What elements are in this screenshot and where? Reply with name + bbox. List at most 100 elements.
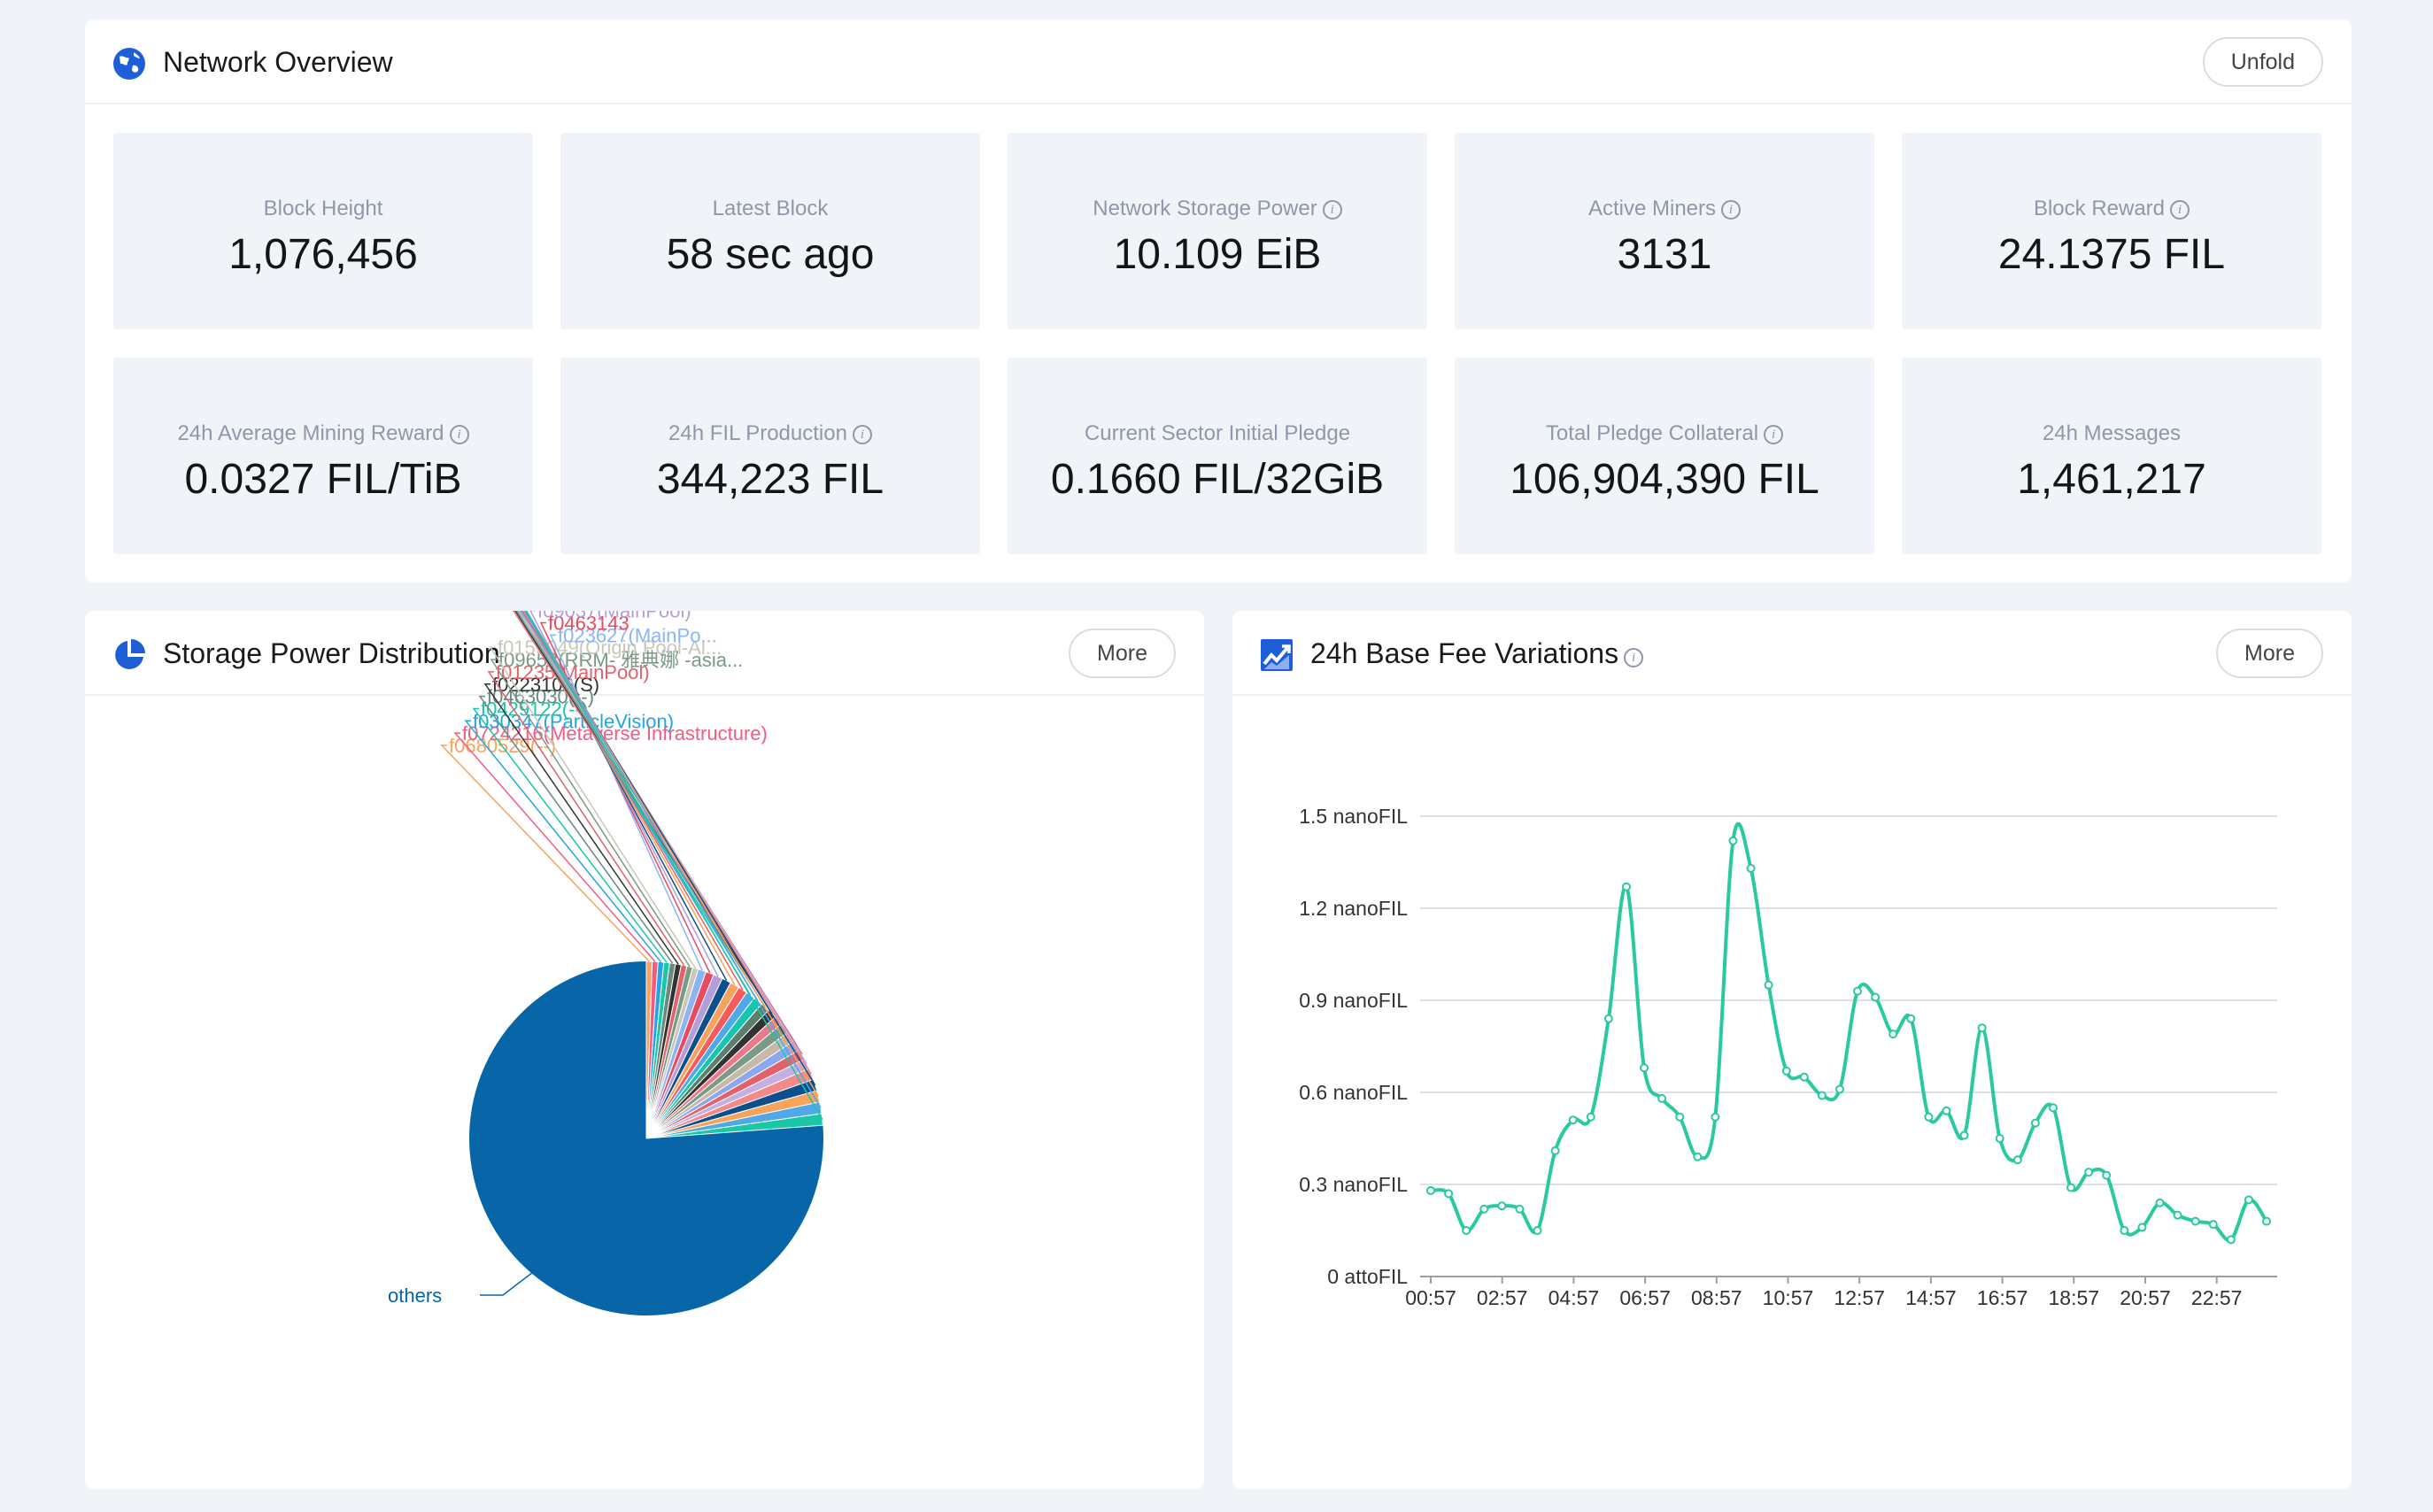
data-point[interactable] [1497,1201,1507,1211]
data-point[interactable] [1817,1091,1827,1100]
data-point[interactable] [1515,1204,1525,1214]
data-point[interactable] [1533,1226,1542,1235]
data-point[interactable] [2030,1118,2040,1128]
data-point[interactable] [1888,1030,1898,1039]
storage-distribution-card: Storage Power Distribution More f0680529… [85,611,1204,1489]
data-point[interactable] [1924,1112,1934,1122]
data-point[interactable] [2226,1235,2236,1245]
stat-value: 10.109 EiB [1113,231,1322,278]
pie-label-line [549,634,703,971]
x-tick-label: 06:57 [1619,1286,1671,1309]
data-point[interactable] [1799,1072,1809,1082]
data-point[interactable] [1568,1115,1578,1125]
stat-tile: Current Sector Initial Pledge 0.1660 FIL/… [1008,358,1427,554]
data-point[interactable] [2244,1195,2253,1205]
data-point[interactable] [1426,1185,1435,1195]
pie-label: f09652(RRM- 雅典娜 -asia... [498,649,743,671]
y-tick-label: 0 attoFIL [1327,1265,1408,1288]
stat-value: 24.1375 FIL [1997,231,2226,278]
data-point[interactable] [2120,1226,2129,1235]
data-point[interactable] [2208,1220,2218,1230]
pie-label: f01235(MainPool) [496,661,650,683]
info-icon[interactable]: i [852,425,872,444]
data-point[interactable] [2190,1216,2200,1226]
stat-label-text: Network Storage Power [1093,197,1317,220]
stat-label-text: Current Sector Initial Pledge [1084,421,1351,445]
data-point[interactable] [2048,1103,2058,1113]
pie-label-others: others [388,1284,442,1307]
data-point[interactable] [1675,1112,1685,1122]
pie-label-line [521,611,744,991]
data-point[interactable] [1550,1146,1560,1155]
data-point[interactable] [1621,882,1631,891]
data-point[interactable] [2012,1155,2022,1165]
data-point[interactable] [1640,1063,1649,1073]
data-point[interactable] [1657,1093,1667,1103]
data-point[interactable] [1479,1204,1489,1214]
data-point[interactable] [1942,1106,1951,1115]
storage-distribution-header: Storage Power Distribution More [85,611,1204,696]
x-tick-label: 08:57 [1691,1286,1742,1309]
data-point[interactable] [1906,1014,1916,1023]
stat-label-text: Total Pledge Collateral [1545,421,1759,445]
data-point[interactable] [2084,1168,2094,1177]
pie-label-line [522,611,807,1065]
x-tick-label: 02:57 [1477,1286,1528,1309]
data-point[interactable] [1781,1066,1791,1076]
info-icon[interactable]: i [2170,200,2190,220]
data-point[interactable] [2102,1170,2112,1180]
x-tick-label: 22:57 [2191,1286,2243,1309]
pie-label: f09037(MainPool) [537,611,691,622]
data-point[interactable] [1871,992,1881,1002]
stat-value: 1,076,456 [228,231,418,278]
data-point[interactable] [2066,1183,2076,1192]
pie-label-line [480,1269,537,1296]
data-point[interactable] [1728,836,1738,845]
data-point[interactable] [1746,863,1756,873]
info-icon[interactable]: i [1764,425,1784,444]
data-point[interactable] [1693,1152,1703,1161]
data-point[interactable] [1444,1189,1454,1199]
storage-pie-chart: f0680529(--)f0724216(Metaverse Infrastru… [388,611,823,1315]
data-point[interactable] [1711,1112,1720,1122]
data-point[interactable] [2137,1223,2147,1232]
base-fee-more-button[interactable]: More [2216,629,2323,678]
stat-label: Active Miners i [1455,197,1874,221]
info-icon[interactable]: i [1624,648,1644,667]
trend-chart-icon [1261,639,1293,671]
data-point[interactable] [1603,1014,1613,1023]
info-icon[interactable]: i [1322,200,1342,220]
stat-tile: 24h FIL Production i 344,223 FIL [560,358,980,554]
x-tick-label: 14:57 [1905,1286,1957,1309]
unfold-button[interactable]: Unfold [2202,37,2323,87]
stat-tile: Active Miners i 3131 [1455,133,1874,329]
x-tick-label: 12:57 [1834,1286,1885,1309]
pie-label: f0724216(Metaverse Infrastructure) [462,722,768,744]
stat-label: 24h Messages [1902,421,2321,446]
pie-label-line [483,683,679,965]
data-point[interactable] [1977,1023,1987,1033]
network-overview-title: Network Overview [163,46,393,78]
info-icon[interactable]: i [1721,200,1742,220]
data-point[interactable] [1462,1226,1471,1235]
data-point[interactable] [2173,1210,2182,1220]
stat-label: Block Reward i [1902,197,2321,221]
data-point[interactable] [1586,1112,1595,1122]
data-point[interactable] [2262,1216,2271,1226]
stat-label: Latest Block [560,197,980,221]
pie-label-line [522,611,736,986]
x-tick-label: 20:57 [2120,1286,2171,1309]
data-point[interactable] [1834,1084,1844,1094]
data-point[interactable] [2155,1198,2165,1207]
distribution-more-button[interactable]: More [1069,629,1176,678]
stat-label: 24h FIL Production i [560,421,980,446]
stat-label-text: Block Reward [2033,197,2166,220]
data-point[interactable] [1995,1134,2004,1143]
base-fee-title-text: 24h Base Fee Variations [1310,637,1619,669]
data-point[interactable] [1764,980,1773,990]
pie-label-line [529,611,719,977]
stat-label: Current Sector Initial Pledge [1008,421,1427,446]
data-point[interactable] [1853,986,1863,996]
data-point[interactable] [1959,1130,1969,1140]
info-icon[interactable]: i [449,425,469,444]
